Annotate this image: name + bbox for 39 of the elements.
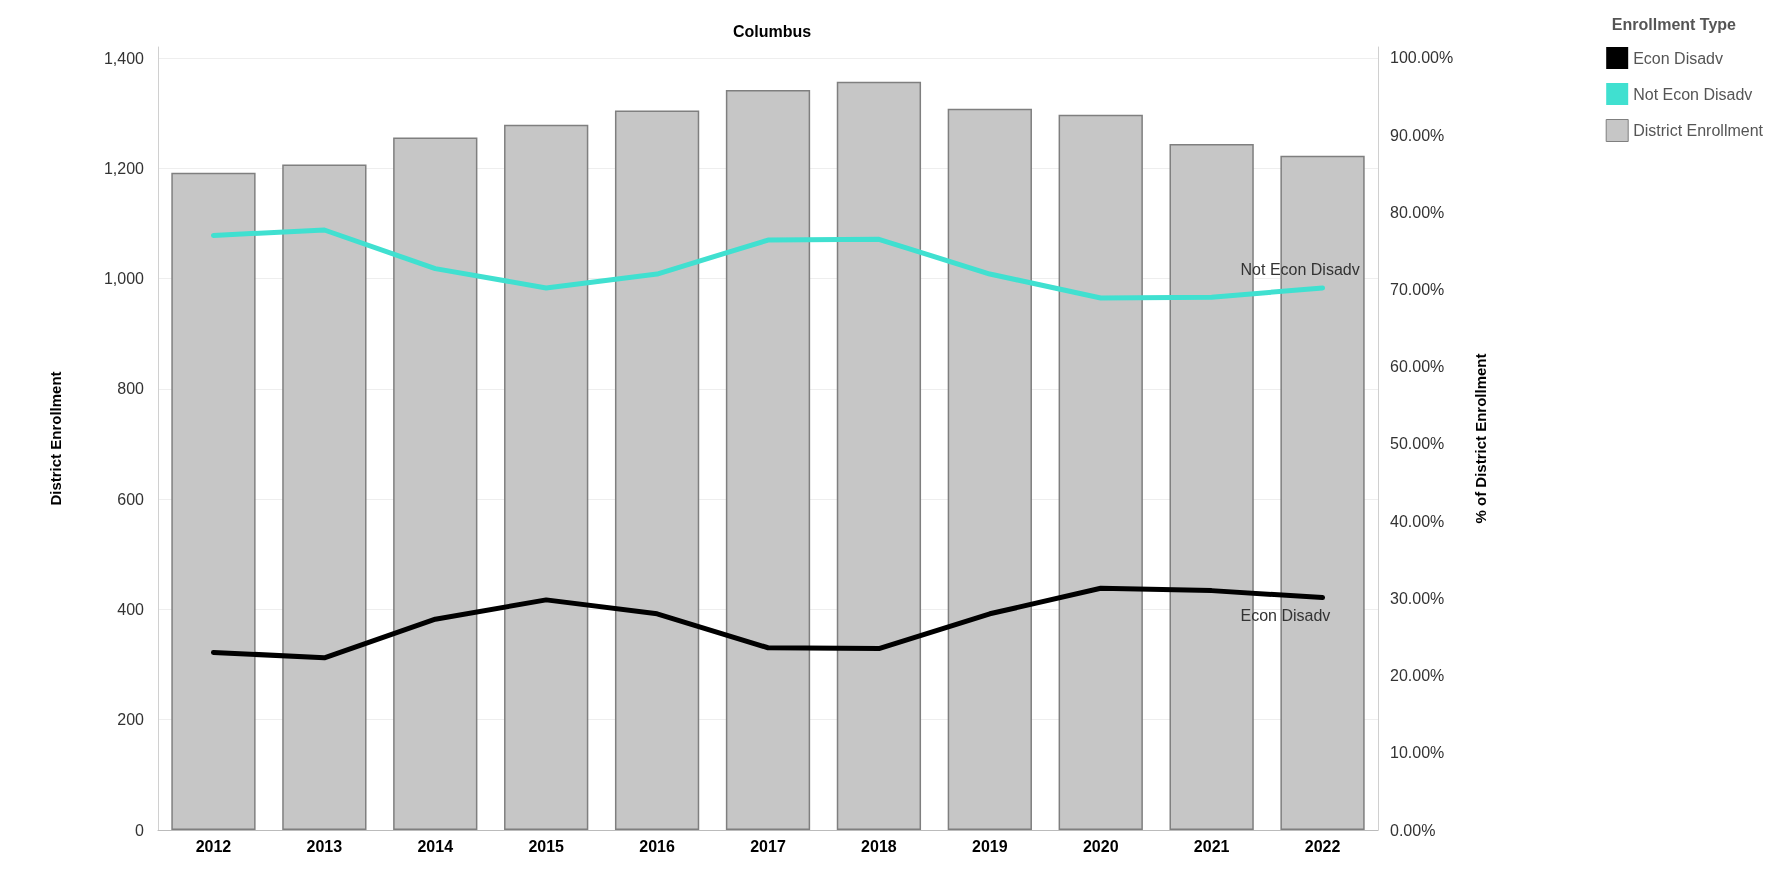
y-axis-title: District Enrollment	[47, 371, 64, 506]
y2-axis-title: % of District Enrollment	[1472, 353, 1489, 524]
y2-tick-label: 30.00%	[1390, 589, 1445, 607]
x-tick-label: 2012	[195, 837, 232, 855]
y2-tick-label: 50.00%	[1390, 435, 1445, 453]
text: Not Econ Disadv	[1240, 261, 1360, 279]
y-tick-label: 1,400	[103, 49, 145, 67]
legend-label: Econ Disadv	[1633, 49, 1724, 67]
y2-tick-label: 60.00%	[1390, 358, 1445, 376]
x-tick-label: 2014	[417, 837, 454, 855]
y2-tick-label: 90.00%	[1390, 126, 1445, 144]
x-tick-label: 2022	[1304, 837, 1341, 855]
y-tick-label: 1,000	[103, 270, 145, 288]
x-tick-label: 2013	[306, 837, 343, 855]
y2-tick-label: 40.00%	[1390, 512, 1445, 530]
y2-tick-label: 100.00%	[1390, 49, 1454, 67]
x-tick-label: 2019	[972, 837, 1008, 855]
y2-tick-label: 0.00%	[1390, 821, 1436, 839]
x-tick-label: 2021	[1193, 837, 1230, 855]
y-tick-label: 600	[117, 490, 145, 508]
y2-tick-label: 10.00%	[1390, 744, 1445, 762]
x-tick-label: 2015	[528, 837, 565, 855]
legend-label: District Enrollment	[1633, 122, 1764, 139]
y2-tick-label: 70.00%	[1390, 280, 1445, 298]
x-tick-label: 2020	[1082, 837, 1119, 855]
y-tick-label: 1,200	[103, 159, 145, 177]
x-tick-label: 2018	[861, 837, 897, 855]
y-tick-label: 800	[117, 380, 145, 398]
y2-tick-label: 80.00%	[1390, 203, 1445, 221]
legend-label: Not Econ Disadv	[1633, 85, 1753, 103]
y2-tick-label: 20.00%	[1390, 667, 1445, 685]
x-tick-label: 2016	[639, 837, 675, 855]
legend-title: Enrollment Type	[1611, 15, 1737, 33]
x-tick-label: 2017	[750, 837, 786, 855]
y-tick-label: 400	[117, 600, 145, 618]
y-tick-label: 0	[135, 821, 145, 839]
y-tick-label: 200	[117, 711, 145, 729]
text: Econ Disadv	[1240, 607, 1331, 625]
chart-title: Columbus	[732, 22, 812, 40]
